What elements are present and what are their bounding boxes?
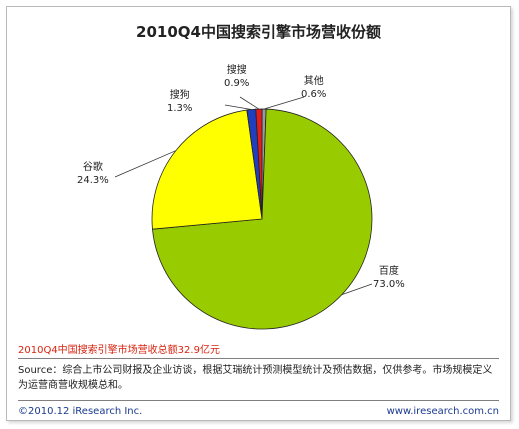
slice-name-soso: 搜搜 [226, 65, 247, 76]
slice-value-soso: 0.9% [224, 78, 250, 89]
pie-slice-google [151, 109, 263, 230]
leader-line-baidu [341, 283, 373, 295]
slice-value-baidu: 73.0% [373, 279, 405, 290]
copyright: ©2010.12 iResearch Inc. [18, 406, 143, 417]
slice-name-google: 谷歌 [82, 162, 103, 173]
source-note: Source：综合上市公司财报及企业访谈，根据艾瑞统计预测模型统计及预估数据，仅… [18, 365, 493, 391]
slice-value-google: 24.3% [77, 175, 109, 186]
chart-title: 2010Q4中国搜索引擎市场营收份额 [136, 23, 381, 41]
divider-top [18, 358, 499, 359]
website-link[interactable]: www.iresearch.com.cn [386, 406, 499, 417]
market-total-note: 2010Q4中国搜索引擎市场营收总额32.9亿元 [18, 345, 220, 356]
leader-line-soso [239, 96, 260, 110]
leader-line-other [263, 96, 305, 110]
leader-line-google [114, 150, 176, 178]
pie-chart [114, 96, 373, 330]
slice-value-sogou: 1.3% [167, 103, 193, 114]
slice-name-other: 其他 [303, 76, 324, 87]
slice-name-baidu: 百度 [378, 266, 399, 277]
slice-name-sogou: 搜狗 [169, 90, 190, 101]
slice-value-other: 0.6% [301, 89, 327, 100]
leader-line-sogou [224, 104, 252, 110]
chart-frame: 2010Q4中国搜索引擎市场营收份额 百度 73.0% 谷歌 24.3% 搜狗 … [6, 6, 511, 421]
divider-bottom [18, 400, 499, 401]
